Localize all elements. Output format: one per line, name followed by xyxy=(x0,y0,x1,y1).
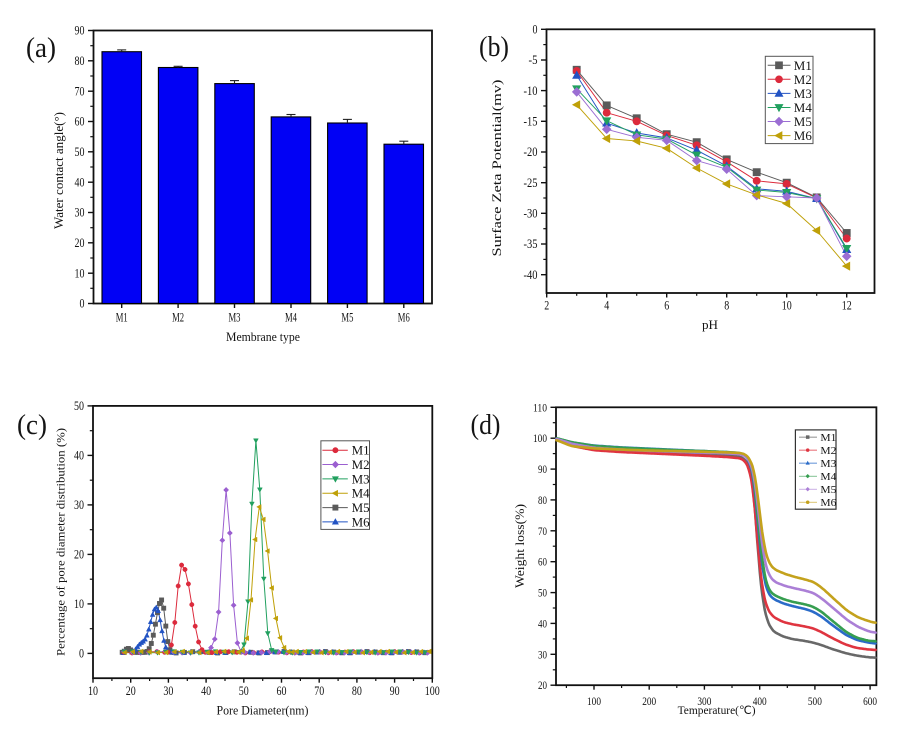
svg-text:50: 50 xyxy=(75,145,85,159)
svg-text:30: 30 xyxy=(538,649,547,661)
svg-text:M1: M1 xyxy=(352,443,370,458)
svg-text:10: 10 xyxy=(74,597,84,611)
svg-text:Percentage of pore diameter di: Percentage of pore diameter distribution… xyxy=(54,428,68,656)
svg-text:M2: M2 xyxy=(172,311,184,325)
svg-text:M4: M4 xyxy=(794,100,812,115)
svg-text:M1: M1 xyxy=(116,311,128,325)
svg-text:M6: M6 xyxy=(398,311,410,325)
svg-text:M4: M4 xyxy=(820,471,837,483)
svg-text:Water contact angle(°): Water contact angle(°) xyxy=(52,112,66,229)
svg-text:M3: M3 xyxy=(229,311,241,325)
svg-text:200: 200 xyxy=(642,696,656,708)
svg-text:70: 70 xyxy=(314,684,324,698)
svg-text:50: 50 xyxy=(538,588,547,600)
svg-text:10: 10 xyxy=(782,299,792,313)
svg-text:80: 80 xyxy=(538,495,547,507)
svg-text:50: 50 xyxy=(239,684,249,698)
svg-text:Pore Diameter(nm): Pore Diameter(nm) xyxy=(217,704,309,718)
svg-text:-15: -15 xyxy=(524,115,538,129)
svg-text:M1: M1 xyxy=(794,58,812,73)
svg-text:M5: M5 xyxy=(352,500,370,515)
svg-text:20: 20 xyxy=(75,236,85,250)
svg-text:pH: pH xyxy=(702,318,718,332)
svg-text:40: 40 xyxy=(74,449,84,463)
svg-text:90: 90 xyxy=(538,464,547,476)
svg-text:100: 100 xyxy=(425,684,440,698)
svg-text:30: 30 xyxy=(74,498,84,512)
svg-text:-25: -25 xyxy=(524,176,538,190)
svg-text:(a): (a) xyxy=(26,32,56,64)
svg-text:400: 400 xyxy=(753,696,767,708)
svg-text:8: 8 xyxy=(724,299,729,313)
svg-text:-30: -30 xyxy=(524,207,538,221)
svg-text:M2: M2 xyxy=(352,457,370,472)
svg-text:80: 80 xyxy=(75,54,85,68)
svg-text:(b): (b) xyxy=(479,31,509,63)
svg-text:(c): (c) xyxy=(17,409,47,441)
svg-text:-40: -40 xyxy=(524,268,538,282)
svg-text:Temperature(℃): Temperature(℃) xyxy=(678,705,756,717)
svg-text:2: 2 xyxy=(544,299,549,313)
svg-text:40: 40 xyxy=(538,618,547,630)
svg-text:300: 300 xyxy=(697,696,711,708)
svg-text:M3: M3 xyxy=(820,458,837,470)
svg-text:90: 90 xyxy=(390,684,400,698)
svg-text:90: 90 xyxy=(75,24,85,38)
svg-text:M2: M2 xyxy=(794,72,812,87)
svg-text:100: 100 xyxy=(587,696,601,708)
svg-text:70: 70 xyxy=(75,84,85,98)
svg-text:30: 30 xyxy=(75,206,85,220)
svg-text:500: 500 xyxy=(808,696,822,708)
svg-text:0: 0 xyxy=(533,23,538,37)
svg-text:Weight loss(%): Weight loss(%) xyxy=(513,504,527,588)
svg-text:60: 60 xyxy=(538,557,547,569)
svg-text:600: 600 xyxy=(863,696,877,708)
svg-text:M2: M2 xyxy=(820,445,836,457)
svg-text:(d): (d) xyxy=(471,409,501,441)
svg-text:-20: -20 xyxy=(524,145,538,159)
svg-text:10: 10 xyxy=(75,266,85,280)
svg-text:60: 60 xyxy=(75,115,85,129)
svg-text:M3: M3 xyxy=(794,86,812,101)
svg-text:M4: M4 xyxy=(352,486,370,501)
svg-text:20: 20 xyxy=(74,548,84,562)
svg-text:20: 20 xyxy=(538,680,547,692)
svg-text:10: 10 xyxy=(88,684,98,698)
svg-text:M3: M3 xyxy=(352,471,370,486)
svg-text:30: 30 xyxy=(163,684,173,698)
svg-text:4: 4 xyxy=(604,299,610,313)
svg-text:40: 40 xyxy=(75,175,85,189)
svg-text:20: 20 xyxy=(126,684,136,698)
svg-text:M5: M5 xyxy=(820,484,837,496)
svg-text:-35: -35 xyxy=(524,237,538,251)
svg-text:M6: M6 xyxy=(820,497,837,509)
svg-text:60: 60 xyxy=(277,684,287,698)
svg-text:Surface Zeta Potential(mv): Surface Zeta Potential(mv) xyxy=(490,80,504,257)
svg-text:50: 50 xyxy=(74,399,84,413)
svg-text:M6: M6 xyxy=(794,128,812,143)
svg-text:0: 0 xyxy=(80,297,85,311)
svg-text:-5: -5 xyxy=(529,53,538,67)
svg-text:M6: M6 xyxy=(352,514,370,529)
svg-text:6: 6 xyxy=(664,299,669,313)
svg-text:70: 70 xyxy=(538,526,547,538)
svg-text:M5: M5 xyxy=(341,311,353,325)
svg-text:0: 0 xyxy=(79,647,84,661)
svg-text:M4: M4 xyxy=(285,311,298,325)
svg-text:Membrane type: Membrane type xyxy=(226,330,300,344)
svg-text:80: 80 xyxy=(352,684,362,698)
svg-text:40: 40 xyxy=(201,684,211,698)
svg-text:M5: M5 xyxy=(794,114,812,129)
svg-text:M1: M1 xyxy=(820,432,836,444)
svg-text:100: 100 xyxy=(533,433,547,445)
svg-text:110: 110 xyxy=(533,402,547,414)
svg-text:-10: -10 xyxy=(524,84,538,98)
svg-text:12: 12 xyxy=(842,299,852,313)
